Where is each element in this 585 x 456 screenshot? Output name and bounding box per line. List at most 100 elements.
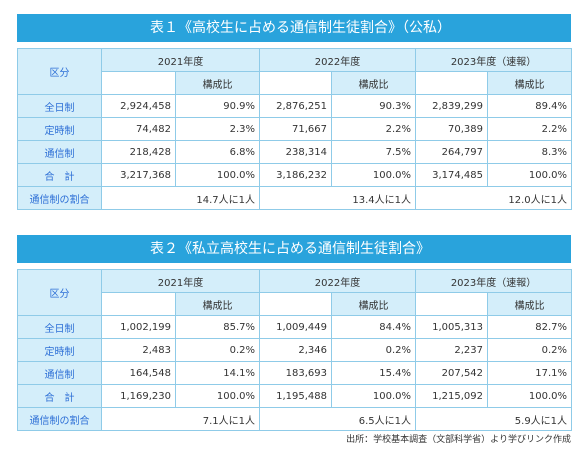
source-note: 出所：学校基本調査（文部科学省）より学びリンク作成 (346, 435, 571, 445)
empty-cell (101, 292, 176, 316)
category-header: 区分 (17, 48, 102, 95)
table-row: 区分 2021年度 2022年度 2023年度（速報） (17, 269, 573, 316)
value-cell: 2,839,299 (415, 94, 489, 118)
value-cell: 1,169,230 (101, 384, 176, 408)
value-cell: 218,428 (101, 140, 176, 164)
year-header-2022: 2022年度 (259, 48, 417, 72)
value-cell: 164,548 (101, 361, 176, 385)
value-cell: 264,797 (415, 140, 489, 164)
ratio-cell: 2.3% (174, 117, 261, 141)
empty-cell (259, 292, 333, 316)
value-cell: 3,174,485 (415, 163, 489, 187)
table-row: 構成比 構成比 構成比 (18, 71, 573, 95)
value-cell: 1,215,092 (415, 384, 489, 408)
table-row: 通信制 218,428 6.8% 238,314 7.5% 264,797 8.… (17, 140, 573, 164)
table-row: 通信制 164,548 14.1% 183,693 15.4% 207,542 … (17, 361, 573, 385)
row-label: 通信制 (17, 140, 102, 164)
table-2-grid: 区分 2021年度 2022年度 2023年度（速報） 構成比 構成比 構成比 … (17, 269, 573, 431)
empty-cell (415, 292, 489, 316)
share-cell: 13.4人に1人 (259, 186, 417, 210)
ratio-cell: 15.4% (331, 361, 417, 385)
row-label: 合 計 (17, 163, 102, 187)
ratio-cell: 100.0% (174, 163, 261, 187)
value-cell: 1,009,449 (259, 315, 333, 339)
row-label: 全日制 (17, 94, 102, 118)
ratio-cell: 100.0% (174, 384, 261, 408)
table-1: 表１《高校生に占める通信制生徒割合》（公私） 区分 2021年度 2022年度 … (17, 14, 573, 210)
value-cell: 70,389 (415, 117, 489, 141)
ratio-cell: 0.2% (331, 338, 417, 362)
table-row: 通信制の割合 7.1人に1人 6.5人に1人 5.9人に1人 (17, 407, 573, 431)
share-cell: 12.0人に1人 (415, 186, 573, 210)
ratio-cell: 100.0% (331, 163, 417, 187)
row-label: 全日制 (17, 315, 102, 339)
ratio-header: 構成比 (174, 292, 261, 316)
ratio-cell: 90.9% (174, 94, 261, 118)
year-header-2021: 2021年度 (100, 48, 261, 72)
year-header-2021: 2021年度 (100, 269, 261, 293)
table-row: 区分 2021年度 2022年度 2023年度（速報） (17, 48, 573, 95)
ratio-cell: 100.0% (487, 163, 573, 187)
value-cell: 238,314 (259, 140, 333, 164)
share-cell: 6.5人に1人 (259, 407, 417, 431)
empty-cell (101, 71, 176, 95)
ratio-cell: 2.2% (487, 117, 573, 141)
share-cell: 5.9人に1人 (415, 407, 573, 431)
table-1-title: 表１《高校生に占める通信制生徒割合》（公私） (17, 14, 571, 42)
ratio-cell: 7.5% (331, 140, 417, 164)
row-label: 定時制 (17, 117, 102, 141)
row-label: 合 計 (17, 384, 102, 408)
share-cell: 7.1人に1人 (100, 407, 261, 431)
value-cell: 71,667 (259, 117, 333, 141)
value-cell: 1,002,199 (101, 315, 176, 339)
table-row: 全日制 2,924,458 90.9% 2,876,251 90.3% 2,83… (17, 94, 573, 118)
share-label: 通信制の割合 (17, 186, 102, 210)
table-row: 通信制の割合 14.7人に1人 13.4人に1人 12.0人に1人 (17, 186, 573, 210)
ratio-header: 構成比 (174, 71, 261, 95)
table-row: 定時制 74,482 2.3% 71,667 2.2% 70,389 2.2% (17, 117, 573, 141)
value-cell: 2,237 (415, 338, 489, 362)
value-cell: 183,693 (259, 361, 333, 385)
share-label: 通信制の割合 (17, 407, 102, 431)
empty-cell (415, 71, 489, 95)
table-row: 合 計 3,217,368 100.0% 3,186,232 100.0% 3,… (17, 163, 573, 187)
value-cell: 2,346 (259, 338, 333, 362)
category-header: 区分 (17, 269, 102, 316)
value-cell: 3,217,368 (101, 163, 176, 187)
ratio-cell: 100.0% (487, 384, 573, 408)
ratio-cell: 82.7% (487, 315, 573, 339)
row-label: 通信制 (17, 361, 102, 385)
value-cell: 3,186,232 (259, 163, 333, 187)
value-cell: 1,005,313 (415, 315, 489, 339)
table-2: 表２《私立高校生に占める通信制生徒割合》 区分 2021年度 2022年度 20… (17, 235, 573, 431)
value-cell: 1,195,488 (259, 384, 333, 408)
table-row: 定時制 2,483 0.2% 2,346 0.2% 2,237 0.2% (17, 338, 573, 362)
ratio-header: 構成比 (487, 71, 573, 95)
ratio-header: 構成比 (331, 292, 417, 316)
value-cell: 74,482 (101, 117, 176, 141)
ratio-cell: 14.1% (174, 361, 261, 385)
empty-cell (259, 71, 333, 95)
ratio-cell: 84.4% (331, 315, 417, 339)
ratio-cell: 17.1% (487, 361, 573, 385)
table-2-title: 表２《私立高校生に占める通信制生徒割合》 (17, 235, 571, 263)
year-header-2022: 2022年度 (259, 269, 417, 293)
ratio-header: 構成比 (487, 292, 573, 316)
ratio-cell: 2.2% (331, 117, 417, 141)
year-header-2023: 2023年度（速報） (415, 48, 573, 72)
table-row: 合 計 1,169,230 100.0% 1,195,488 100.0% 1,… (17, 384, 573, 408)
row-label: 定時制 (17, 338, 102, 362)
year-header-2023: 2023年度（速報） (415, 269, 573, 293)
ratio-cell: 6.8% (174, 140, 261, 164)
ratio-cell: 0.2% (174, 338, 261, 362)
value-cell: 2,483 (101, 338, 176, 362)
table-1-grid: 区分 2021年度 2022年度 2023年度（速報） 構成比 構成比 構成比 … (17, 48, 573, 210)
ratio-cell: 89.4% (487, 94, 573, 118)
value-cell: 2,924,458 (101, 94, 176, 118)
table-row: 全日制 1,002,199 85.7% 1,009,449 84.4% 1,00… (17, 315, 573, 339)
value-cell: 207,542 (415, 361, 489, 385)
ratio-cell: 100.0% (331, 384, 417, 408)
value-cell: 2,876,251 (259, 94, 333, 118)
ratio-cell: 90.3% (331, 94, 417, 118)
share-cell: 14.7人に1人 (100, 186, 261, 210)
